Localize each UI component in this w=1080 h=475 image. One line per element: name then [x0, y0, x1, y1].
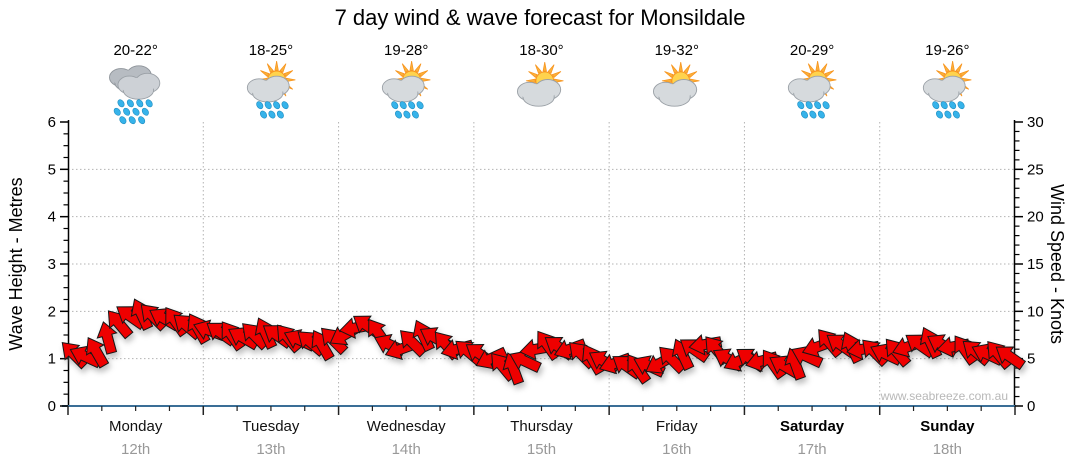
date-label: 16th — [662, 441, 692, 458]
wind-arrow — [85, 336, 110, 369]
sun-cloud-rain-glyph — [787, 61, 837, 119]
date-label: 18th — [932, 441, 962, 458]
day-label: Monday — [108, 418, 163, 435]
right-axis-tick-label: 25 — [1027, 161, 1044, 178]
wind-arrow — [791, 345, 824, 369]
day-label: Sunday — [920, 418, 975, 435]
chart-title: 7 day wind & wave forecast for Monsildal… — [334, 5, 746, 30]
left-axis-tick-label: 3 — [48, 256, 56, 273]
wind-arrow — [995, 346, 1027, 371]
rain-glyph — [108, 65, 160, 125]
left-axis-tick-label: 4 — [48, 209, 56, 226]
day-label: Saturday — [779, 418, 845, 435]
sun-cloud-rain-icon — [744, 60, 879, 124]
temp-range: 18-30° — [519, 42, 564, 59]
right-axis-tick-label: 15 — [1027, 256, 1044, 273]
temp-range: 20-29° — [789, 42, 835, 59]
watermark: www.seabreeze.com.au — [880, 389, 1008, 403]
left-axis-tick-label: 5 — [48, 161, 56, 178]
right-axis-tick-label: 30 — [1027, 114, 1044, 131]
date-label: 17th — [797, 441, 827, 458]
date-label: 15th — [526, 441, 557, 458]
sun-cloud-rain-icon — [339, 60, 474, 124]
weather-icon-row — [68, 60, 1015, 125]
sun-cloud-glyph — [517, 61, 565, 107]
date-label: 12th — [121, 441, 151, 458]
day-label: Friday — [655, 418, 698, 435]
right-axis-title: Wind Speed - Knots — [1047, 183, 1067, 345]
left-axis-title: Wave Height - Metres — [6, 177, 26, 351]
right-axis-tick-label: 20 — [1027, 209, 1044, 226]
sun-cloud-rain-icon — [203, 60, 338, 124]
sun-cloud-icon — [609, 60, 744, 124]
temp-range: 19-32° — [654, 42, 699, 59]
left-axis-tick-label: 1 — [48, 351, 56, 368]
sun-cloud-glyph — [652, 61, 700, 107]
sun-cloud-rain-glyph — [923, 61, 972, 119]
sun-cloud-rain-glyph — [246, 61, 296, 119]
right-axis-tick-label: 10 — [1027, 303, 1044, 320]
sun-cloud-rain-icon — [880, 60, 1015, 124]
date-label: 13th — [256, 441, 286, 458]
sun-cloud-icon — [474, 60, 609, 124]
left-axis-tick-label: 6 — [48, 114, 56, 131]
date-row: 12th 13th 14th 15th 16th 17th 18th — [68, 441, 1015, 458]
wind-arrow — [627, 354, 652, 385]
day-label: Thursday — [510, 418, 573, 435]
rain-icon — [68, 60, 203, 125]
wind-arrow — [509, 350, 542, 373]
temp-range: 20-22° — [113, 42, 158, 59]
day-name-row: Monday Tuesday Wednesday Thursday Friday… — [68, 418, 1015, 435]
right-axis-tick-label: 5 — [1027, 351, 1035, 368]
sun-cloud-rain-glyph — [382, 61, 431, 119]
day-label: Tuesday — [242, 418, 300, 435]
day-label: Wednesday — [366, 418, 446, 435]
right-axis-tick-label: 0 — [1027, 398, 1035, 415]
wind-arrow — [107, 310, 134, 340]
temp-range: 19-26° — [925, 42, 970, 59]
temp-range: 19-28° — [384, 42, 429, 59]
wind-arrow-band — [61, 298, 1027, 386]
temp-range: 18-25° — [248, 42, 294, 59]
left-axis-tick-label: 2 — [48, 303, 56, 320]
temperature-row: 20-22° 18-25° 19-28° 18-30° 19-32° 20-29… — [68, 42, 1015, 59]
date-label: 14th — [391, 441, 421, 458]
left-axis-tick-label: 0 — [48, 398, 56, 415]
